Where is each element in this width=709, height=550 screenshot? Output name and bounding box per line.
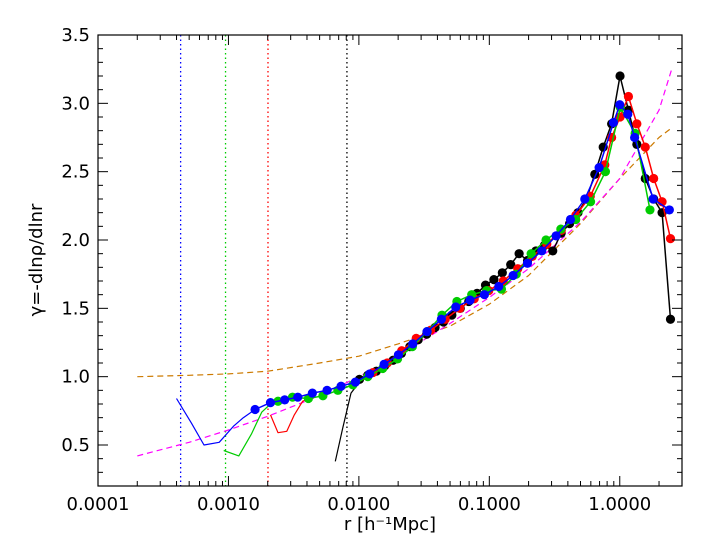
data-point — [489, 275, 499, 285]
y-tick-label: 2.5 — [61, 162, 90, 183]
y-tick-label: 0.5 — [61, 435, 90, 456]
data-point — [551, 231, 561, 241]
data-point — [548, 246, 558, 256]
data-point — [265, 398, 276, 408]
x-tick-label: 0.0001 — [67, 494, 130, 515]
data-point — [322, 385, 332, 395]
x-axis-label: r [h⁻¹Mpc] — [344, 514, 436, 535]
data-point — [537, 246, 547, 256]
data-point — [615, 100, 625, 110]
series-line-0 — [137, 127, 673, 378]
data-point — [526, 249, 536, 259]
data-point — [608, 117, 619, 128]
data-point — [408, 339, 418, 349]
data-point — [648, 194, 658, 204]
data-point — [665, 314, 676, 324]
y-tick-label: 1.0 — [61, 367, 90, 388]
data-point — [514, 249, 524, 259]
data-point — [494, 281, 504, 292]
x-tick-label: 1.0000 — [588, 494, 651, 515]
data-point — [479, 290, 490, 300]
data-point — [640, 142, 650, 152]
data-point — [250, 404, 260, 415]
data-point — [615, 71, 625, 81]
data-point — [465, 295, 475, 305]
data-point — [350, 377, 360, 387]
y-tick-label: 1.5 — [61, 298, 90, 319]
data-point — [379, 359, 389, 369]
series-line-6 — [359, 75, 672, 381]
data-point — [645, 205, 655, 215]
plot-frame — [97, 34, 683, 487]
data-point — [497, 268, 507, 278]
data-point — [307, 388, 317, 398]
series-line-7 — [372, 95, 672, 374]
x-tick-label: 0.0100 — [327, 494, 390, 515]
x-tick-label: 0.0010 — [197, 494, 260, 515]
data-point — [393, 350, 404, 360]
y-axis-label: γ=-dlnρ/dlnr — [26, 203, 47, 316]
data-point — [293, 392, 303, 402]
data-point — [451, 302, 461, 312]
data-point — [580, 194, 590, 204]
data-point — [664, 205, 674, 215]
data-point — [506, 260, 516, 270]
series-line-1 — [137, 69, 673, 457]
series-line-8 — [277, 106, 651, 403]
data-point — [336, 381, 346, 391]
series-line-3 — [269, 396, 312, 434]
x-tick-label: 0.1000 — [458, 494, 521, 515]
y-tick-label: 2.0 — [61, 230, 90, 251]
data-point — [649, 173, 659, 184]
y-tick-label: 3.0 — [61, 93, 90, 114]
y-tick-label: 3.5 — [61, 25, 90, 46]
data-point — [630, 132, 640, 143]
data-point — [280, 395, 290, 405]
data-point — [508, 270, 518, 281]
data-point — [365, 369, 375, 379]
data-point — [565, 214, 576, 225]
data-point — [522, 258, 533, 268]
data-point — [422, 326, 432, 337]
axes-layer: 0.5 1.0 1.5 2.0 2.5 3.0 3.5 0.0001 0.0010 0.0100 0… — [61, 25, 683, 515]
data-point — [632, 119, 642, 129]
data-point — [594, 162, 604, 173]
data-layer — [137, 35, 676, 486]
data-point — [623, 91, 634, 102]
series-line-5 — [175, 398, 256, 446]
data-point — [436, 314, 446, 324]
data-point — [623, 109, 633, 119]
data-point — [665, 234, 676, 244]
data-point — [541, 235, 551, 245]
